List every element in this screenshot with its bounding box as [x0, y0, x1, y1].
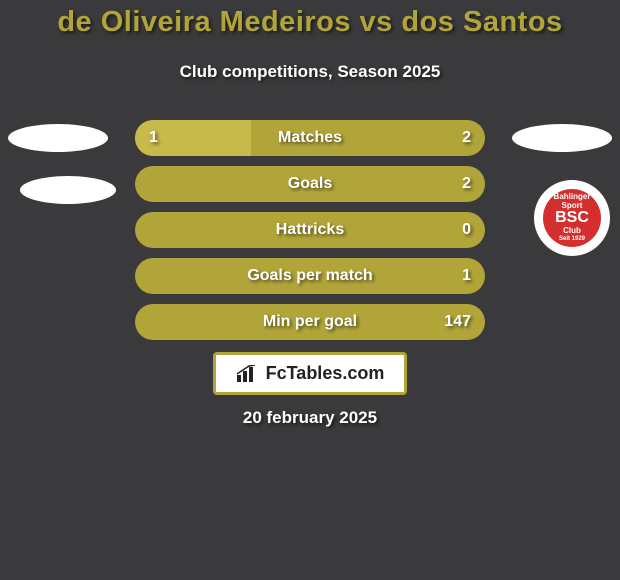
- player1-club-icon: [20, 176, 116, 204]
- stat-value-right: 2: [462, 166, 471, 202]
- stat-label: Matches: [135, 120, 485, 156]
- footer-brand-text: FcTables.com: [266, 363, 385, 384]
- stats-bars: 1Matches2Goals2Hattricks0Goals per match…: [135, 120, 485, 350]
- player1-flag-icon: [8, 124, 108, 152]
- club-badge-inner: Bahlinger Sport BSC Club Seit 1929: [543, 189, 601, 247]
- stat-row: Goals per match1: [135, 258, 485, 294]
- footer-brand[interactable]: FcTables.com: [213, 352, 408, 395]
- stat-label: Min per goal: [135, 304, 485, 340]
- bar-chart-icon: [236, 365, 258, 383]
- stat-value-right: 0: [462, 212, 471, 248]
- stat-label: Goals per match: [135, 258, 485, 294]
- stat-label: Hattricks: [135, 212, 485, 248]
- date-line: 20 february 2025: [0, 408, 620, 428]
- badge-main: BSC: [555, 210, 589, 226]
- stat-row: Min per goal147: [135, 304, 485, 340]
- page-subtitle: Club competitions, Season 2025: [0, 62, 620, 82]
- stat-value-right: 147: [444, 304, 471, 340]
- footer-brand-box: FcTables.com: [0, 352, 620, 395]
- badge-line-bot: Club: [563, 226, 581, 235]
- badge-line-top: Bahlinger: [554, 192, 591, 201]
- player2-flag-icon: [512, 124, 612, 152]
- player2-club-badge: Bahlinger Sport BSC Club Seit 1929: [534, 180, 610, 256]
- stat-value-right: 1: [462, 258, 471, 294]
- stat-value-right: 2: [462, 120, 471, 156]
- stat-row: 1Matches2: [135, 120, 485, 156]
- stat-label: Goals: [135, 166, 485, 202]
- stat-row: Goals2: [135, 166, 485, 202]
- badge-since: Seit 1929: [559, 235, 585, 244]
- stat-row: Hattricks0: [135, 212, 485, 248]
- page-title: de Oliveira Medeiros vs dos Santos: [0, 6, 620, 39]
